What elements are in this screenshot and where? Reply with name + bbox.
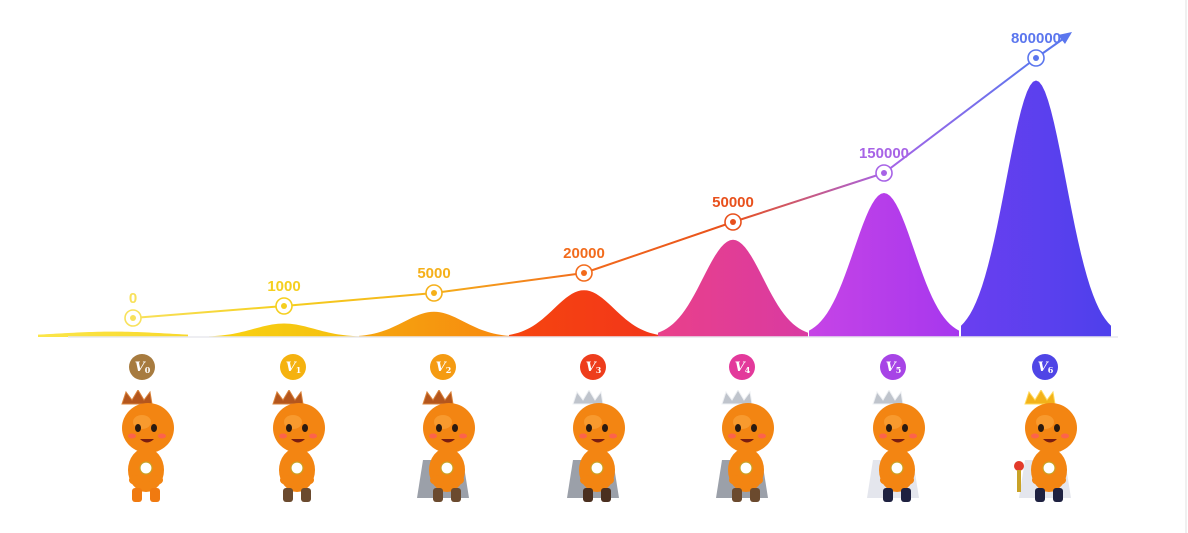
data-point-v3 — [575, 264, 593, 282]
peak-v1 — [209, 323, 359, 337]
peak-v0 — [38, 331, 188, 337]
trend-segment — [883, 57, 1037, 174]
mascot-v2-icon — [417, 390, 475, 502]
value-label: 20000 — [563, 245, 605, 262]
mascot-v3-icon — [567, 390, 625, 502]
trend-segment — [283, 292, 435, 307]
mascot-v5-icon — [867, 390, 925, 502]
value-label: 0 — [129, 290, 137, 307]
peak-layer — [38, 80, 1111, 337]
mascot-v1-icon — [272, 390, 325, 502]
peak-v3 — [509, 290, 659, 337]
trend-line-layer — [132, 32, 1072, 319]
right-divider — [1185, 0, 1187, 533]
value-label: 5000 — [417, 265, 450, 282]
mascot-v4-icon — [716, 390, 774, 502]
peak-v5 — [809, 193, 959, 337]
mascot-v6-icon — [1014, 390, 1077, 502]
trend-segment — [583, 221, 734, 274]
value-label: 50000 — [712, 194, 754, 211]
trend-arrow-head — [1058, 32, 1072, 44]
trend-segment — [732, 172, 885, 223]
peak-v2 — [359, 311, 509, 337]
peak-v4 — [658, 239, 808, 337]
peak-v6 — [961, 80, 1111, 337]
trend-segment — [433, 272, 585, 294]
trend-segment — [132, 305, 285, 319]
data-point-v4 — [724, 213, 742, 231]
value-label: 800000 — [1011, 30, 1061, 47]
data-point-v5 — [875, 164, 893, 182]
data-point-v2 — [425, 284, 443, 302]
mascot-v0-icon — [121, 390, 174, 502]
point-layer — [124, 49, 1045, 327]
value-label: 1000 — [267, 278, 300, 295]
data-point-v0 — [124, 309, 142, 327]
value-label-layer: 0 1000 5000 20000 50000 150000 800000 — [129, 30, 1061, 307]
data-point-v1 — [275, 297, 293, 315]
data-point-v6 — [1027, 49, 1045, 67]
value-label: 150000 — [859, 145, 909, 162]
